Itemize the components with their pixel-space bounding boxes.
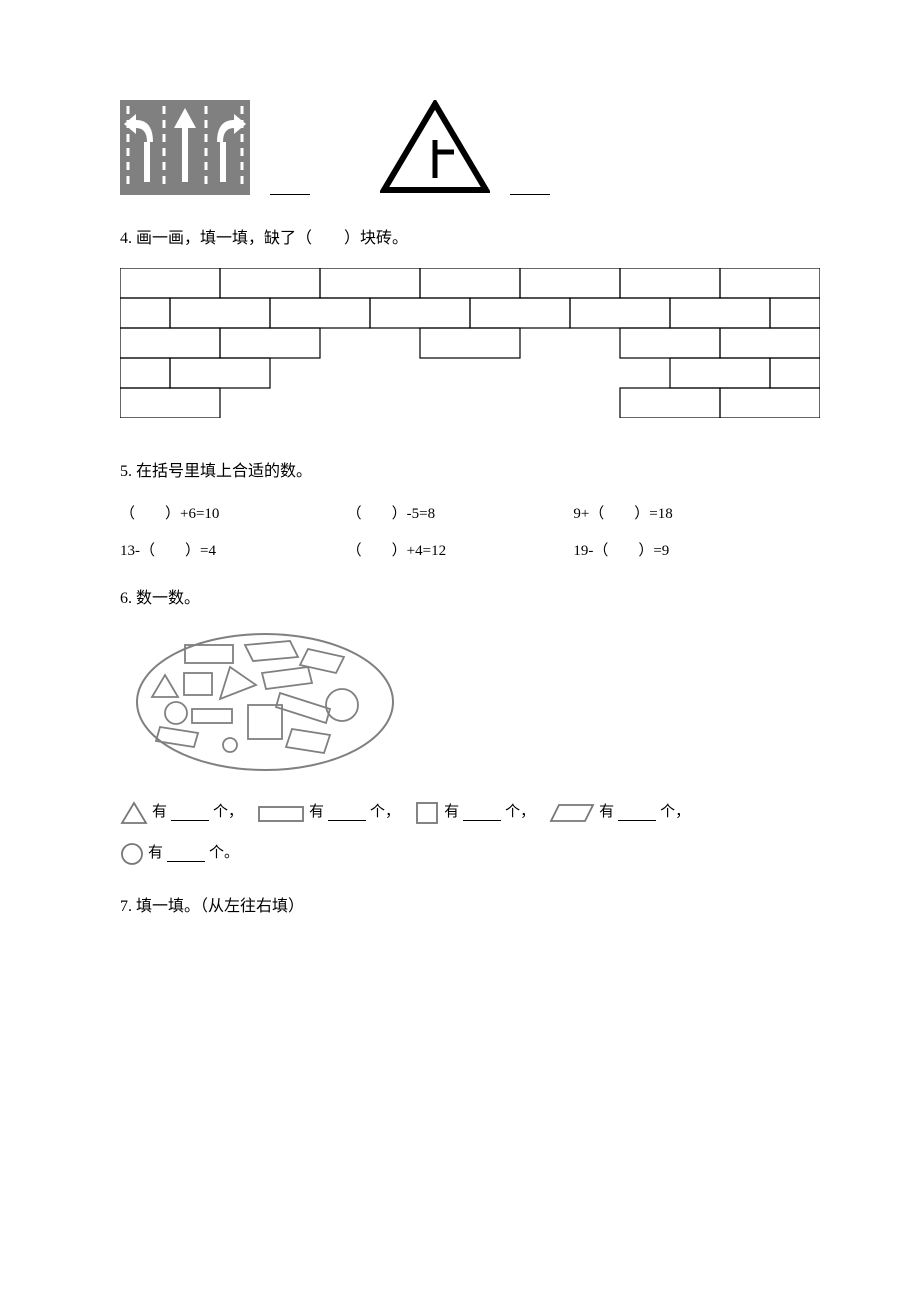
- eq-6[interactable]: 19-（ ）=9: [573, 538, 800, 565]
- parallelogram-blank[interactable]: [618, 805, 656, 821]
- q5-equations: （ ）+6=10 （ ）-5=8 9+（ ）=18 13-（ ）=4 （ ）+4…: [120, 501, 800, 565]
- q6-text: 6. 数一数。: [120, 585, 800, 614]
- rectangle-icon: [257, 802, 305, 824]
- q6-answers: 有个， 有个， 有个， 有个，: [120, 799, 800, 826]
- eq-2[interactable]: （ ）-5=8: [347, 501, 574, 528]
- shapes-oval: [130, 627, 800, 777]
- brick-wall: [120, 268, 800, 418]
- square-icon: [414, 800, 440, 826]
- rectangle-count: 有个，: [257, 799, 400, 826]
- triangle-blank[interactable]: [171, 805, 209, 821]
- eq-5[interactable]: （ ）+4=12: [347, 538, 574, 565]
- parallelogram-icon: [549, 801, 595, 825]
- circle-icon: [120, 842, 144, 866]
- q5-text: 5. 在括号里填上合适的数。: [120, 458, 800, 487]
- q7-text: 7. 填一填。（从左往右填）: [120, 893, 800, 922]
- triangle-icon: [120, 800, 148, 826]
- rectangle-blank[interactable]: [328, 805, 366, 821]
- road-direction-sign: [120, 100, 250, 195]
- triangle-t-junction-sign: [380, 100, 490, 195]
- sign1-answer-blank[interactable]: [270, 178, 310, 195]
- circle-count: 有个。: [120, 840, 239, 867]
- circle-blank[interactable]: [167, 846, 205, 862]
- parallelogram-count: 有个，: [549, 799, 690, 826]
- square-blank[interactable]: [463, 805, 501, 821]
- signs-row: [120, 100, 800, 195]
- eq-1[interactable]: （ ）+6=10: [120, 501, 347, 528]
- sign2-answer-blank[interactable]: [510, 178, 550, 195]
- q4-text: 4. 画一画，填一填，缺了（ ）块砖。: [120, 225, 800, 254]
- eq-4[interactable]: 13-（ ）=4: [120, 538, 347, 565]
- eq-3[interactable]: 9+（ ）=18: [573, 501, 800, 528]
- square-count: 有个，: [414, 799, 535, 826]
- triangle-count: 有个，: [120, 799, 243, 826]
- q6-answers-2: 有个。: [120, 840, 800, 867]
